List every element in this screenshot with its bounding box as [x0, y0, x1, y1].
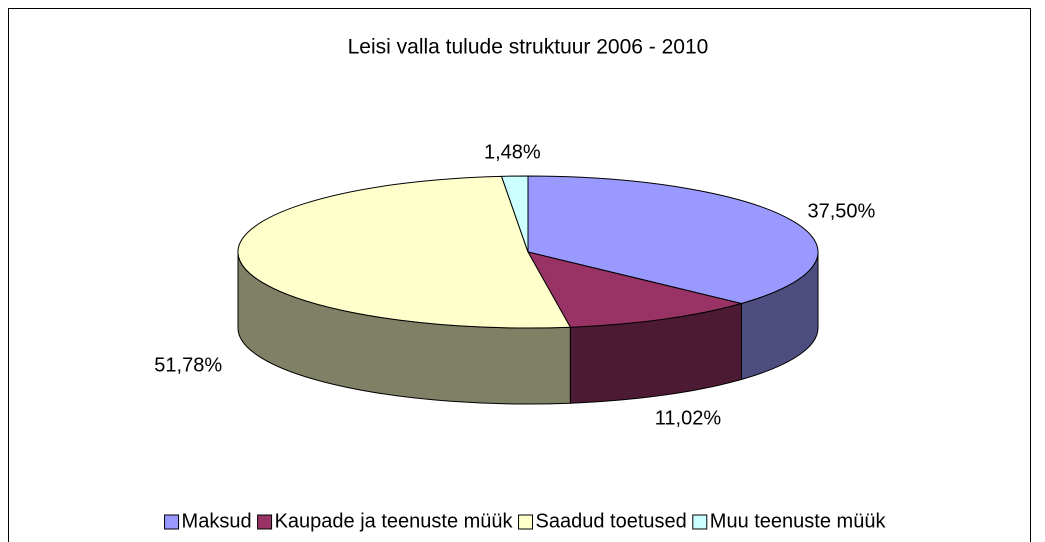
- chart-title: Leisi valla tulude struktuur 2006 - 2010: [348, 36, 709, 59]
- legend-swatch: [257, 514, 273, 530]
- legend-swatch: [518, 514, 534, 530]
- legend: Maksud Kaupade ja teenuste müük Saadud toe…: [164, 510, 887, 532]
- pie-slice: [237, 175, 572, 329]
- legend-swatch: [692, 514, 708, 530]
- data-label: 11,02%: [655, 407, 722, 429]
- chart-frame: [8, 8, 1031, 542]
- legend-label: Maksud: [182, 510, 252, 532]
- legend-label: Kaupade ja teenuste müük: [275, 510, 514, 532]
- data-label: 37,50%: [807, 201, 875, 223]
- legend-label: Muu teenuste müük: [710, 510, 887, 532]
- legend-label: Saadud toetused: [536, 510, 687, 532]
- data-label: 51,78%: [154, 355, 222, 377]
- pie-slice: [500, 175, 529, 253]
- pie-slice: [527, 175, 819, 304]
- pie-slice: [527, 251, 744, 328]
- legend-swatch: [164, 514, 180, 530]
- data-label: 1,48%: [484, 142, 541, 164]
